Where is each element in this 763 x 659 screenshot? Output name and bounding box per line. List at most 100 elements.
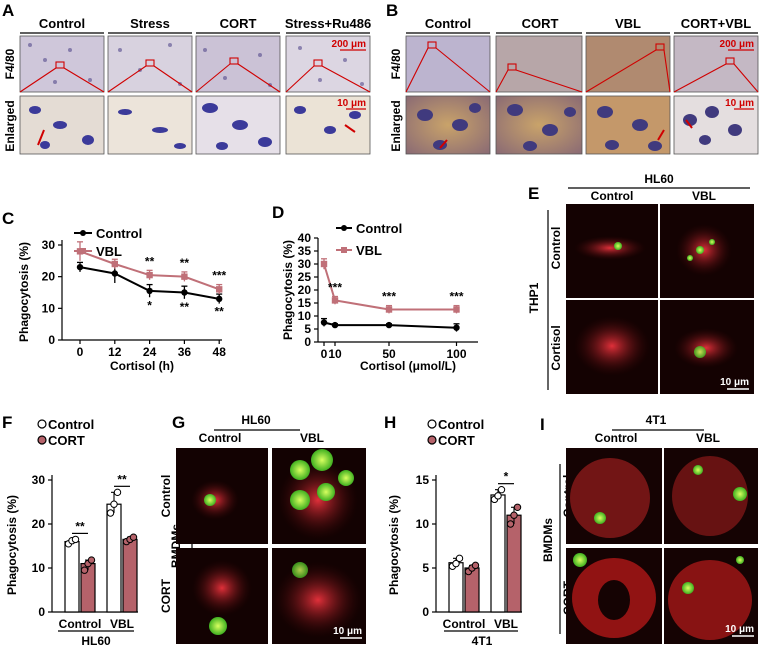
y-axis-label-h: Phagocytosis (%) [387, 495, 401, 595]
legend-f-control: Control [48, 417, 94, 432]
panel-a: Control Stress CORT Stress+Ru486 F4/80 E… [3, 16, 371, 155]
panel-i: 4T1 Control VBL BMDMs Control CORT 10 μm [541, 413, 758, 644]
legend-c-control: Control [96, 226, 142, 241]
panel-letter-e: E [528, 184, 539, 203]
x-tick-label: VBL [110, 617, 134, 631]
data-point-vbl [331, 297, 339, 304]
x-tick-label: Control [59, 617, 102, 631]
y-axis-label-f: Phagocytosis (%) [5, 495, 19, 595]
data-point-vbl [320, 260, 328, 268]
panel-e-top-label: HL60 [644, 172, 674, 186]
panel-b-col-label-4: CORT+VBL [681, 16, 751, 31]
significance-label: * [147, 298, 152, 312]
scale-label-i: 10 μm [725, 624, 754, 635]
panel-a-row-label-2: Enlarged [3, 100, 17, 151]
panel-g-col-control: Control [199, 431, 242, 445]
y-tick-label: 15 [416, 473, 430, 487]
x-tick-label: 36 [178, 345, 192, 359]
data-point-vbl [453, 306, 460, 313]
x-tick-label: 24 [143, 345, 157, 359]
y-tick-label: 30 [298, 257, 312, 271]
panel-b-row-label-2: Enlarged [389, 100, 403, 151]
panel-a-col-label-1: Control [39, 16, 85, 31]
data-point [471, 561, 480, 570]
data-point-vbl [385, 306, 393, 313]
y-tick-label: 15 [298, 296, 312, 310]
ihc-enlarged-b-cort [496, 96, 582, 154]
bar-control [490, 494, 506, 613]
significance-label: *** [328, 281, 342, 295]
scale-label-b-200: 200 μm [720, 39, 755, 50]
data-point [129, 533, 138, 541]
panel-a-tiles: 200 μm 10 μm [19, 35, 371, 155]
x-tick-label: 0 [77, 345, 84, 359]
data-point [87, 556, 96, 564]
panel-i-col-control: Control [595, 431, 638, 445]
data-point-control [216, 295, 223, 303]
legend-f-cort: CORT [48, 433, 85, 448]
data-point-control [331, 321, 339, 329]
x-tick-label: 100 [446, 347, 466, 361]
bar-chart-f: Phagocytosis (%) HL60 Control CORT 0 10 20… [5, 417, 138, 648]
bar-cort [122, 538, 138, 613]
y-tick-label: 5 [304, 322, 311, 336]
y-tick-label: 0 [38, 605, 45, 619]
y-tick-label: 5 [422, 561, 429, 575]
significance-label: *** [382, 290, 396, 304]
scale-label-b-10: 10 μm [725, 98, 754, 109]
data-point-vbl [76, 248, 84, 255]
x-tick-label: 0 [321, 347, 328, 361]
series-line-control [323, 321, 457, 329]
data-point-control [181, 289, 188, 296]
bar-control [64, 540, 80, 613]
panel-i-col-vbl: VBL [696, 431, 720, 445]
panel-letter-f: F [2, 413, 12, 432]
data-point-control [76, 263, 84, 271]
panel-b: Control CORT VBL CORT+VBL F4/80 Enlarged [389, 16, 759, 155]
group-label-h: 4T1 [472, 634, 493, 648]
legend-c-vbl: VBL [96, 244, 122, 259]
significance-label: ** [75, 519, 85, 533]
ihc-image-a-stress-ru486 [286, 36, 370, 92]
y-tick-label: 0 [48, 333, 55, 347]
panel-g-row-control: Control [159, 475, 173, 518]
panel-e-row-control: Control [549, 227, 563, 270]
y-axis-label-c: Phagocytosis (%) [17, 242, 31, 342]
panel-letter-c: C [2, 209, 14, 228]
data-point [455, 554, 464, 563]
panel-g: HL60 Control VBL BMDMs Control CORT 10 μ… [159, 413, 366, 644]
significance-label: ** [145, 254, 155, 268]
data-point-vbl [111, 260, 118, 268]
panel-b-col-label-3: VBL [615, 16, 641, 31]
data-point [452, 559, 460, 568]
panel-i-side-label: BMDMs [541, 518, 555, 562]
data-point-control [320, 319, 328, 326]
data-point-control [453, 324, 460, 331]
data-point [513, 503, 522, 511]
panel-letter-d: D [272, 203, 284, 222]
panel-letter-h: H [384, 413, 396, 432]
y-tick-label: 10 [298, 309, 312, 323]
significance-label: ** [215, 305, 225, 319]
x-axis-label-d: Cortisol (μmol/L) [360, 359, 456, 373]
data-point-control [385, 321, 393, 329]
y-tick-label: 20 [298, 283, 312, 297]
significance-label: * [504, 470, 509, 484]
panel-e-row-cortisol: Cortisol [549, 325, 563, 370]
x-tick-label: 12 [108, 345, 122, 359]
panel-e: HL60 Control VBL THP1 Control Cortisol 1… [527, 172, 754, 394]
legend-h-control: Control [438, 417, 484, 432]
significance-label: ** [180, 256, 190, 270]
data-point [71, 535, 80, 544]
y-tick-label: 30 [32, 473, 46, 487]
legend-c: Control VBL [74, 226, 142, 259]
group-label-f: HL60 [81, 634, 111, 648]
ihc-image-b-cort-vbl [674, 36, 758, 92]
bar-control [448, 562, 464, 613]
y-tick-label: 40 [298, 231, 312, 245]
data-point [494, 492, 502, 500]
y-tick-label: 10 [42, 301, 56, 315]
series-line-vbl [323, 263, 457, 311]
scale-label-a-200: 200 μm [332, 39, 367, 50]
